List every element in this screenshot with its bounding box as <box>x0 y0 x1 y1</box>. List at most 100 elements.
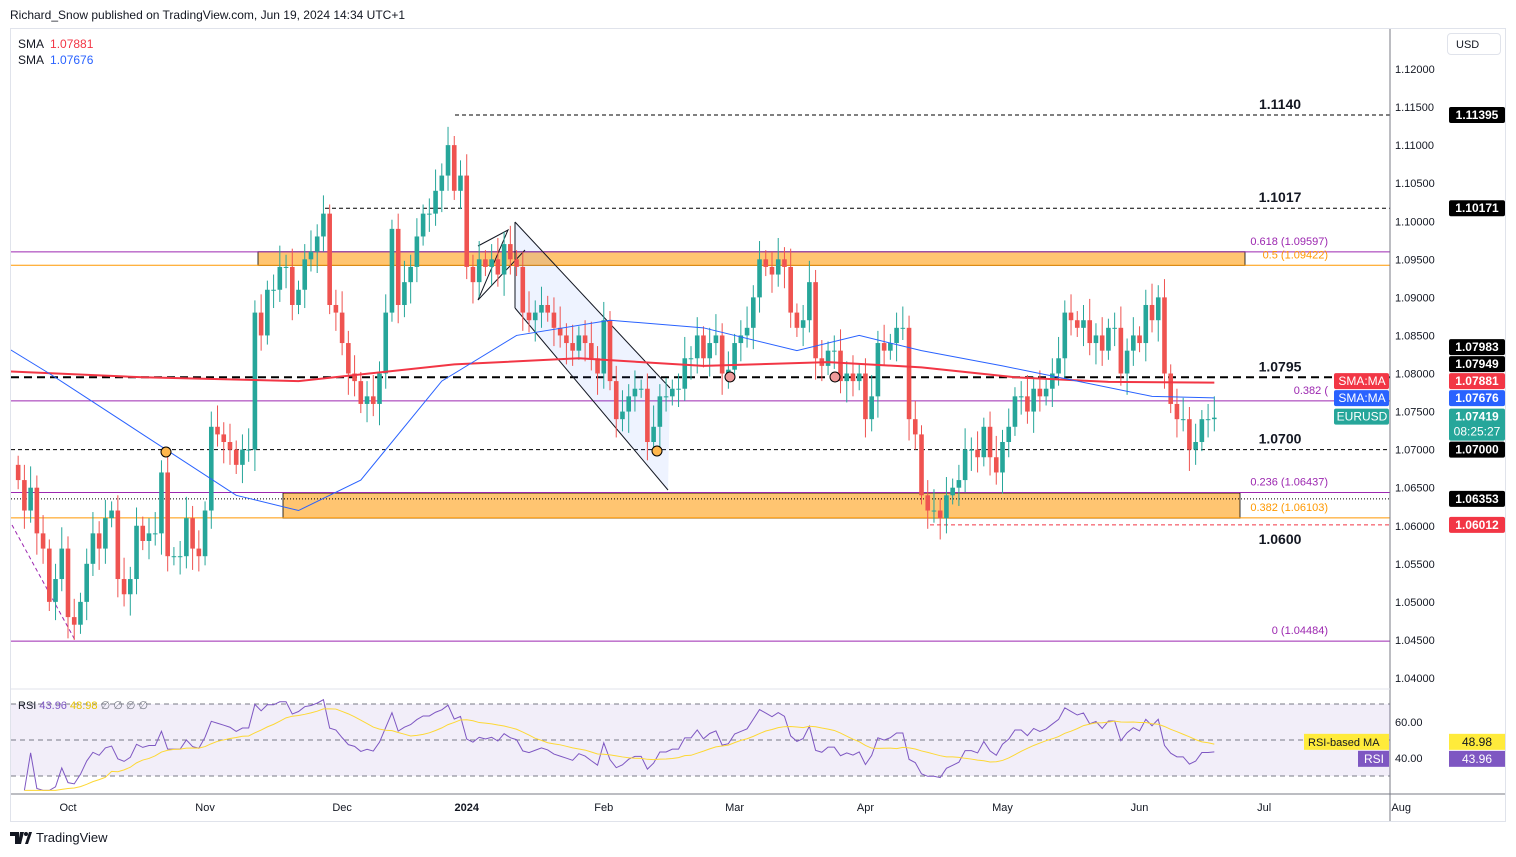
candle-body <box>327 213 332 305</box>
sma-short-line <box>11 319 1215 512</box>
candle-body <box>682 358 688 389</box>
candle-body <box>775 259 781 275</box>
x-tick-label: Apr <box>857 802 874 814</box>
badge-price: 1.07949 <box>1455 357 1499 371</box>
candle-body <box>159 472 164 534</box>
y-tick-label: 1.05500 <box>1395 559 1435 571</box>
badge-tag-bg <box>1304 733 1389 750</box>
candle-body <box>1056 358 1061 374</box>
y-tick-label: 1.07500 <box>1395 407 1435 419</box>
candle-body <box>807 282 812 321</box>
rsi-ma-line <box>24 708 1215 791</box>
candle-body <box>240 449 245 465</box>
candle-body <box>532 312 538 321</box>
rsi-value: 43.96 <box>1462 752 1492 766</box>
candle-body <box>1143 304 1149 344</box>
candle-body <box>688 358 694 360</box>
candle-body <box>302 259 308 290</box>
badge-price: 1.06012 <box>1455 518 1499 532</box>
currency-button[interactable]: USD <box>1447 33 1501 55</box>
rsi-legend-part: 48.98 <box>67 700 98 712</box>
badge-bg <box>1449 441 1505 458</box>
candle-body <box>981 426 987 458</box>
candle-body <box>694 335 700 359</box>
rsi-badge: RSI 43.96 <box>1358 750 1505 767</box>
sma-short-legend[interactable]: SMA 1.07676 <box>18 53 94 67</box>
candle-body <box>483 259 488 267</box>
candle-body <box>321 213 326 237</box>
rsi-legend-part: 43.96 <box>36 700 67 712</box>
candle-body <box>651 426 656 443</box>
x-tick-label: Feb <box>594 802 613 814</box>
sma-long-legend[interactable]: SMA 1.07881 <box>18 37 94 51</box>
candle-body <box>701 335 706 359</box>
badge-price: 1.11395 <box>1456 108 1499 122</box>
candle-body <box>663 396 669 398</box>
candle-body <box>800 320 806 328</box>
indicator-legend: SMA 1.07881 SMA 1.07676 <box>18 36 93 68</box>
badge-price: 1.07676 <box>1455 391 1499 405</box>
x-tick-label: Mar <box>725 802 744 814</box>
candle-body <box>813 282 818 359</box>
candle-body <box>564 335 569 344</box>
fib-label: 0.382 (1.06103) <box>1250 502 1328 514</box>
pivot-marker <box>651 445 663 457</box>
candle-body <box>1068 312 1074 321</box>
tradingview-logo[interactable]: TradingView <box>10 830 108 845</box>
candle-body <box>582 335 588 344</box>
candle-body <box>919 434 924 496</box>
fib-label: 0.236 (1.06437) <box>1250 476 1328 488</box>
candle-body <box>28 487 33 511</box>
candle-body <box>601 320 607 374</box>
badge-price: 1.06353 <box>1455 492 1499 506</box>
level-label: 1.0795 <box>1259 358 1302 374</box>
candle-body <box>289 266 295 305</box>
rsi-tick-label: 40.00 <box>1395 753 1423 765</box>
candle-body <box>1050 373 1055 389</box>
badge-bg <box>1449 490 1505 507</box>
candle-body <box>1199 419 1205 443</box>
candle-body <box>96 533 102 549</box>
candle-body <box>190 518 195 549</box>
candle-body <box>782 259 787 267</box>
level-label: 1.0700 <box>1259 431 1302 447</box>
candle-body <box>140 525 146 541</box>
candle-body <box>707 343 712 359</box>
candle-body <box>1081 320 1086 328</box>
candle-body <box>34 487 40 534</box>
candle-body <box>638 388 644 390</box>
candle-body <box>545 304 551 313</box>
candle-body <box>433 190 438 214</box>
price-badge: 1.06012 <box>1449 516 1505 533</box>
candle-body <box>726 369 731 374</box>
candle-body <box>595 358 600 374</box>
support-resistance-zone <box>282 492 1241 519</box>
candle-body <box>22 480 27 511</box>
candle-body <box>831 350 837 352</box>
fib-label: 0.382 ( <box>1294 385 1329 397</box>
candle-body <box>751 297 756 328</box>
candle-body <box>1155 297 1161 321</box>
candle-body <box>346 343 351 374</box>
y-tick-label: 1.10000 <box>1395 216 1435 228</box>
candle-body <box>1187 419 1192 450</box>
candle-body <box>1037 388 1043 397</box>
badge-bg <box>1449 733 1505 750</box>
y-tick-label: 1.08000 <box>1395 369 1435 381</box>
candle-body <box>863 373 868 420</box>
candle-body <box>383 312 389 374</box>
y-tick-label: 1.07000 <box>1395 445 1435 457</box>
candle-body <box>645 388 650 443</box>
candle-body <box>495 259 501 275</box>
badge-bg <box>1449 390 1505 407</box>
x-tick-label: Aug <box>1391 802 1411 814</box>
candle-body <box>258 312 264 336</box>
candle-body <box>713 335 719 344</box>
candle-body <box>1162 297 1167 374</box>
x-tick-label: May <box>992 802 1013 814</box>
badge-tag-bg <box>1358 750 1389 767</box>
candle-body <box>589 343 594 359</box>
support-resistance-zone <box>257 251 1246 266</box>
rsi-legend-part: ∅ ∅ ∅ ∅ <box>98 700 149 712</box>
